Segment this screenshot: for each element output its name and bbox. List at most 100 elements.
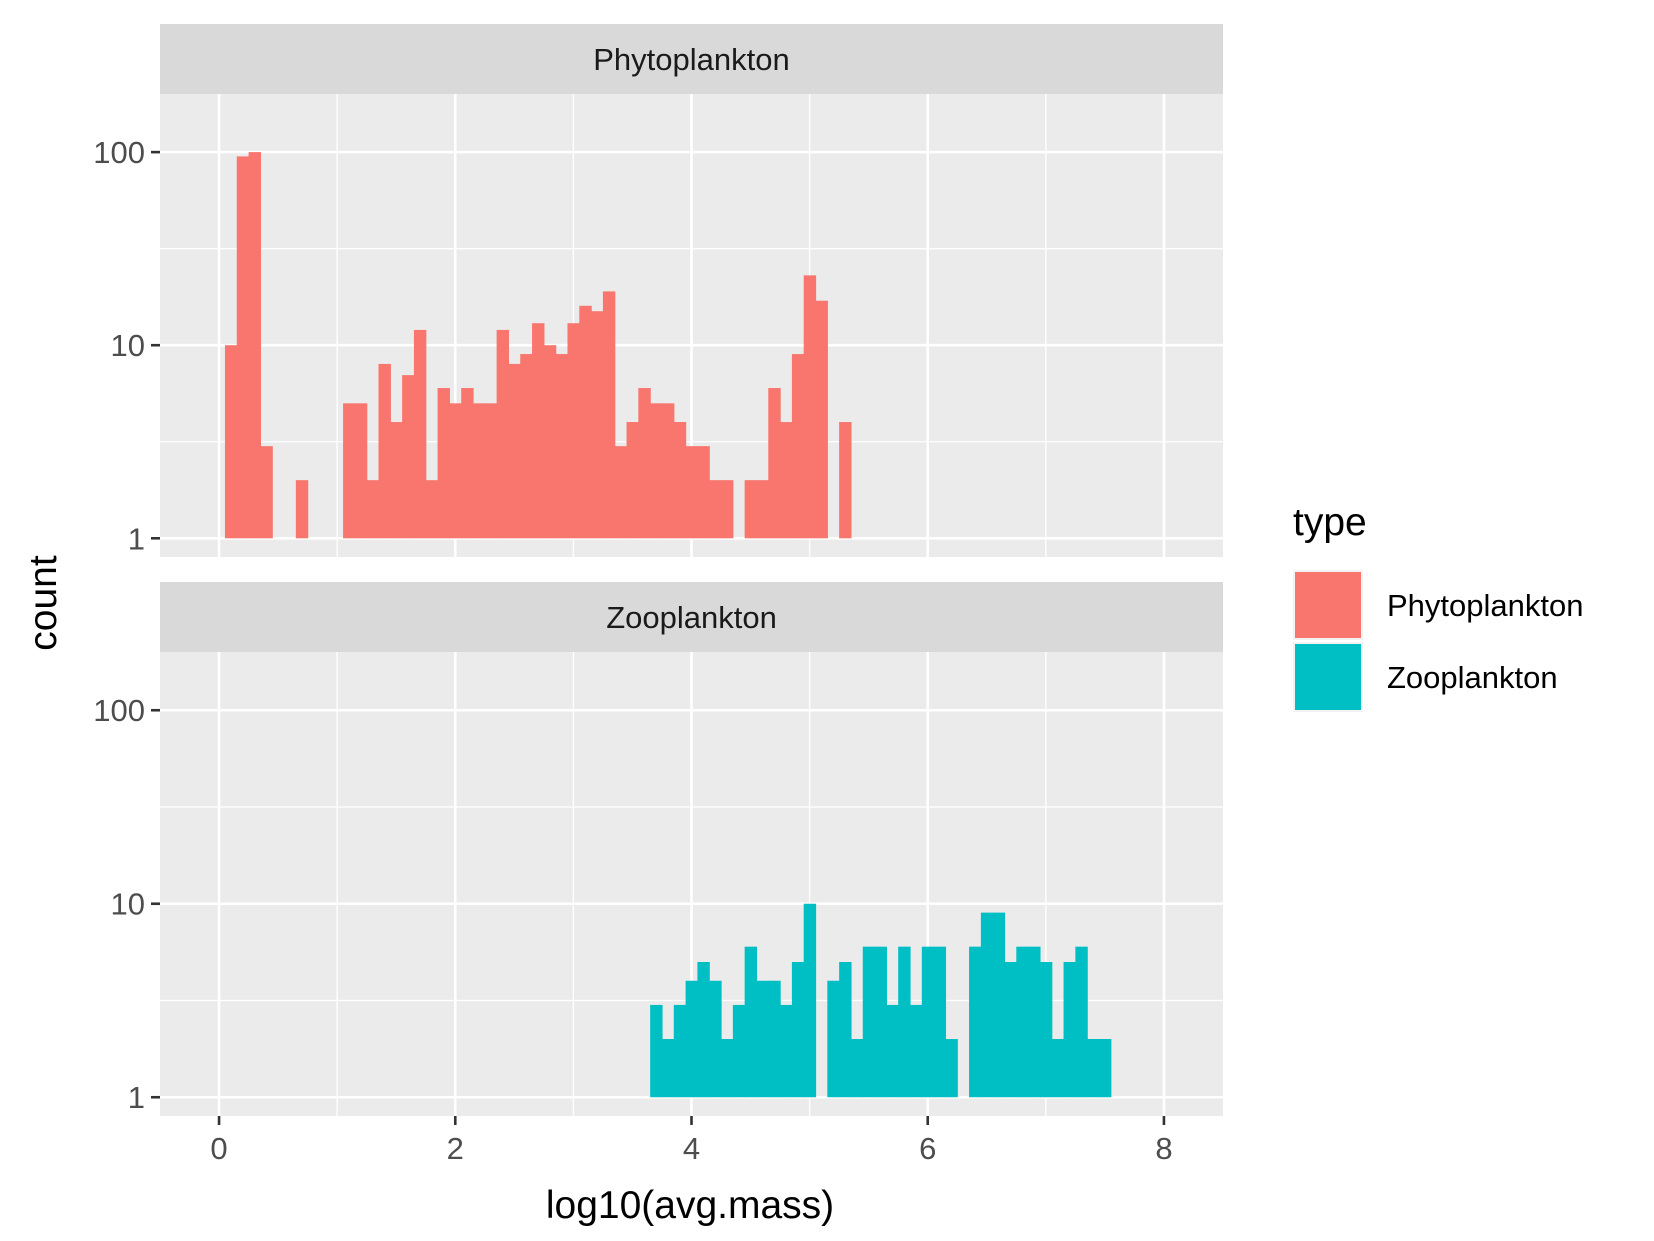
histogram-bar: [343, 403, 356, 539]
histogram-bar: [437, 388, 450, 539]
histogram-bar: [721, 480, 734, 539]
x-tick-label: 8: [1155, 1131, 1172, 1166]
histogram-bar: [532, 323, 545, 539]
histogram-bar: [1087, 1038, 1100, 1098]
histogram-bar: [791, 961, 805, 1098]
histogram-bar: [1075, 946, 1088, 1098]
y-tick-label: 1: [128, 521, 145, 556]
histogram-bar: [992, 912, 1006, 1098]
histogram-bar: [390, 422, 403, 539]
histogram-bar: [803, 275, 817, 539]
histogram-bar: [756, 980, 769, 1098]
x-tick-label: 2: [447, 1131, 464, 1166]
histogram-bar: [910, 1004, 923, 1098]
histogram-bar: [721, 1038, 734, 1098]
legend-swatch: [1295, 572, 1361, 638]
histogram-bar: [295, 480, 309, 539]
histogram-bar: [224, 345, 238, 539]
facet-strip-label: Zooplankton: [606, 600, 777, 635]
facet-strip-label: Phytoplankton: [593, 42, 789, 77]
histogram-bar: [768, 980, 781, 1098]
histogram-bar: [260, 446, 273, 539]
histogram-bar: [543, 345, 557, 539]
x-axis-title: log10(avg.mass): [546, 1184, 834, 1227]
y-tick-label: 100: [93, 693, 145, 728]
histogram-bar: [945, 1038, 958, 1098]
histogram-bar: [461, 388, 474, 539]
histogram-bar: [744, 480, 758, 539]
histogram-bar: [933, 946, 947, 1098]
histogram-bar: [236, 156, 250, 539]
legend: type Phytoplankton Zooplankton: [1293, 501, 1583, 712]
histogram-bar: [874, 946, 887, 1098]
histogram-bar: [780, 1004, 793, 1098]
histogram-bar: [898, 946, 911, 1098]
histogram-bar: [815, 300, 828, 539]
histogram-bar: [791, 354, 805, 539]
histogram-bar: [921, 946, 935, 1098]
y-tick-label: 100: [93, 135, 145, 170]
histogram-bar: [1051, 1038, 1065, 1098]
histogram-bar: [496, 329, 510, 539]
histogram-bar: [650, 403, 663, 539]
legend-title: type: [1293, 501, 1367, 544]
y-tick-label: 1: [128, 1080, 145, 1115]
histogram-bar: [850, 1038, 864, 1098]
histogram-bar: [484, 403, 498, 539]
histogram-bar: [827, 980, 840, 1098]
facet-strip: [160, 582, 1223, 652]
facet-panel: Phytoplankton 1 10 100: [93, 24, 1223, 557]
histogram-bar: [673, 422, 687, 539]
x-tick-label: 6: [919, 1131, 936, 1166]
histogram-bar: [839, 422, 852, 539]
histogram-bar: [980, 912, 994, 1098]
histogram-bar: [591, 311, 604, 539]
histogram-bar: [579, 305, 592, 539]
histogram-bar: [508, 363, 521, 539]
histogram-bar: [1004, 961, 1017, 1098]
histogram-bar: [1063, 961, 1076, 1098]
histogram-bar: [732, 1004, 746, 1098]
histogram-bar: [378, 363, 391, 539]
histogram-bar: [449, 403, 462, 539]
y-axis-title: count: [22, 555, 65, 651]
y-tick-label: 10: [111, 887, 145, 922]
histogram-bar: [673, 1004, 687, 1098]
histogram-bar: [366, 480, 380, 539]
histogram-bar: [803, 903, 817, 1098]
histogram-bar: [567, 323, 580, 539]
y-tick-label: 10: [111, 328, 145, 363]
histogram-bar: [614, 446, 628, 539]
histogram-bar: [661, 403, 675, 539]
histogram-bar: [709, 980, 722, 1098]
histogram-bar: [886, 1004, 899, 1098]
histogram-bar: [638, 388, 651, 539]
histogram-bar: [248, 152, 261, 539]
x-axis: 0 2 4 6 8: [210, 1116, 1173, 1166]
histogram-bar: [555, 354, 569, 539]
histogram-bar: [697, 446, 710, 539]
histogram-bar: [1016, 946, 1029, 1098]
histogram-bar: [1028, 946, 1041, 1098]
histogram-bar: [520, 354, 533, 539]
histogram-bar: [1098, 1038, 1112, 1098]
histogram-bar: [709, 480, 722, 539]
histogram-bar: [780, 422, 793, 539]
histogram-bar: [768, 388, 781, 539]
facet-strip: [160, 24, 1223, 94]
x-tick-label: 4: [683, 1131, 700, 1166]
facet-panels: Phytoplankton 1 10 100 Zooplankton 1 10 100: [93, 24, 1223, 1116]
histogram-bar: [602, 291, 616, 539]
histogram-bar: [402, 375, 415, 539]
histogram-bar: [862, 946, 876, 1098]
legend-label: Zooplankton: [1387, 660, 1558, 695]
histogram-bar: [969, 946, 982, 1098]
histogram-bar: [472, 403, 486, 539]
histogram-bar: [650, 1004, 663, 1098]
histogram-bar: [756, 480, 769, 539]
histogram-bar: [626, 422, 639, 539]
histogram-bar: [685, 446, 699, 539]
histogram-bar: [685, 980, 699, 1098]
legend-swatch: [1295, 644, 1361, 710]
